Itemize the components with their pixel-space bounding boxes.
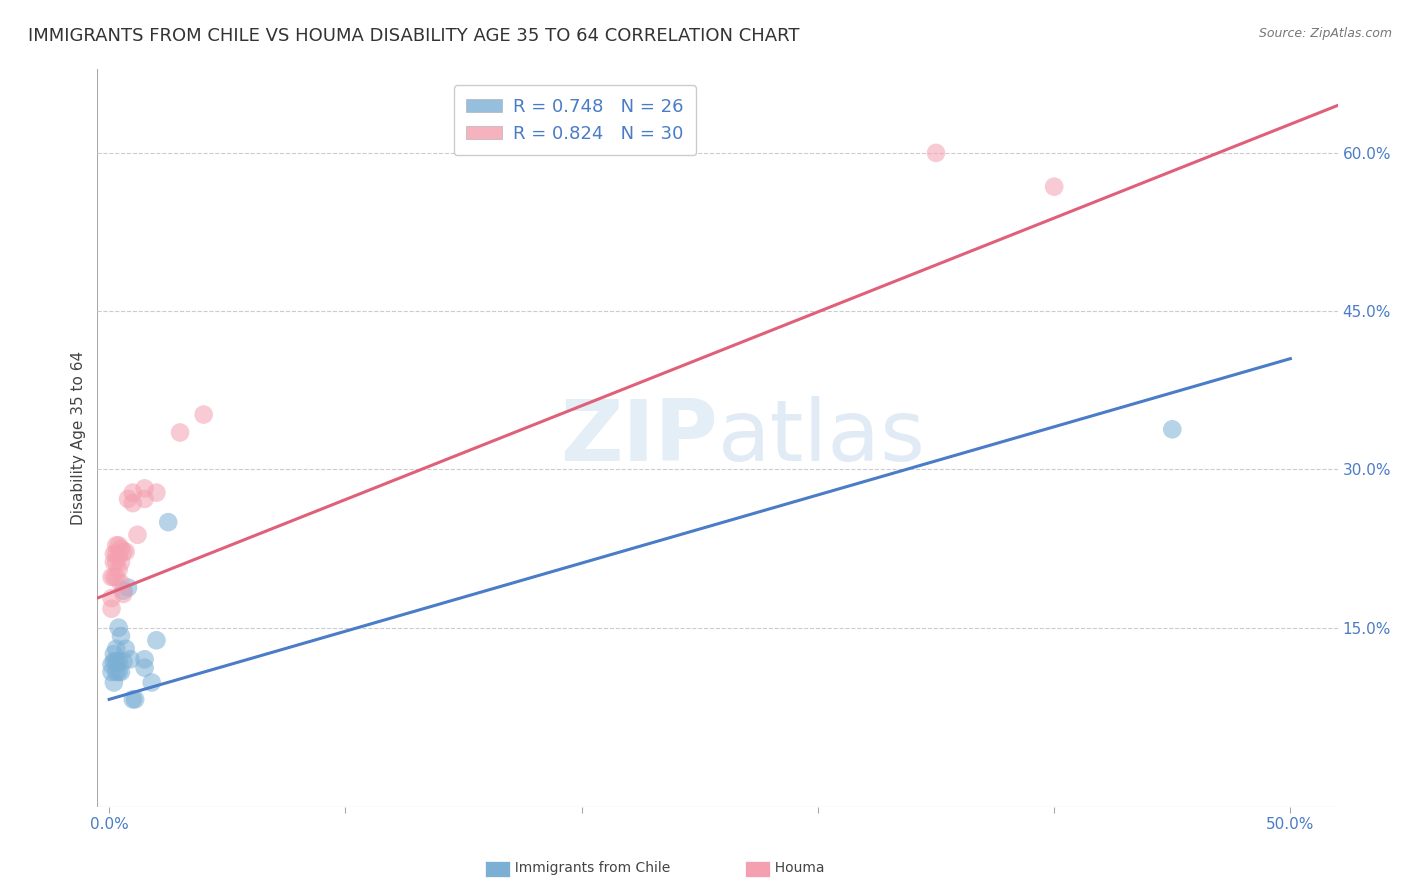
Point: [107, 654, 129, 668]
Point: [100, 665, 122, 679]
Y-axis label: Disability Age 35 to 64: Disability Age 35 to 64: [72, 351, 86, 524]
Point: [134, 491, 156, 506]
Point: [103, 570, 125, 584]
Point: [157, 515, 180, 529]
Text: atlas: atlas: [717, 396, 925, 479]
Point: [114, 544, 136, 558]
Point: [103, 547, 125, 561]
Point: [112, 583, 135, 598]
Point: [193, 408, 215, 422]
Point: [1161, 422, 1184, 436]
Point: [100, 657, 122, 672]
Text: Source: ZipAtlas.com: Source: ZipAtlas.com: [1258, 27, 1392, 40]
Point: [120, 652, 142, 666]
Point: [112, 654, 135, 668]
Point: [105, 641, 128, 656]
Point: [145, 485, 167, 500]
Point: [107, 665, 129, 679]
Point: [134, 661, 156, 675]
Point: [169, 425, 191, 440]
Point: [105, 654, 128, 668]
Point: [110, 576, 132, 591]
Point: [145, 633, 167, 648]
Point: [121, 485, 143, 500]
Point: [105, 570, 128, 584]
Point: [110, 629, 132, 643]
Point: [127, 528, 149, 542]
Point: [103, 647, 125, 661]
Text: ZIP: ZIP: [560, 396, 717, 479]
Point: [121, 692, 143, 706]
Point: [105, 547, 128, 561]
Point: [107, 538, 129, 552]
Point: [134, 482, 156, 496]
Point: [134, 652, 156, 666]
Point: [105, 555, 128, 569]
Point: [141, 675, 163, 690]
Point: [121, 496, 143, 510]
Point: [117, 491, 139, 506]
Point: [110, 555, 132, 569]
Point: [112, 587, 135, 601]
Legend: R = 0.748   N = 26, R = 0.824   N = 30: R = 0.748 N = 26, R = 0.824 N = 30: [454, 85, 696, 155]
Point: [103, 555, 125, 569]
Text: IMMIGRANTS FROM CHILE VS HOUMA DISABILITY AGE 35 TO 64 CORRELATION CHART: IMMIGRANTS FROM CHILE VS HOUMA DISABILIT…: [28, 27, 800, 45]
Text: Houma: Houma: [766, 861, 825, 875]
Point: [105, 538, 128, 552]
Point: [100, 570, 122, 584]
Point: [100, 591, 122, 606]
Point: [107, 549, 129, 563]
Point: [103, 654, 125, 668]
Point: [107, 621, 129, 635]
Point: [103, 675, 125, 690]
Point: [110, 541, 132, 556]
Point: [100, 601, 122, 615]
Point: [114, 641, 136, 656]
Point: [1043, 179, 1066, 194]
Text: Immigrants from Chile: Immigrants from Chile: [506, 861, 671, 875]
Point: [110, 665, 132, 679]
Point: [107, 563, 129, 577]
Point: [925, 145, 948, 160]
Point: [105, 665, 128, 679]
Point: [117, 581, 139, 595]
Point: [124, 692, 146, 706]
Point: [112, 544, 135, 558]
